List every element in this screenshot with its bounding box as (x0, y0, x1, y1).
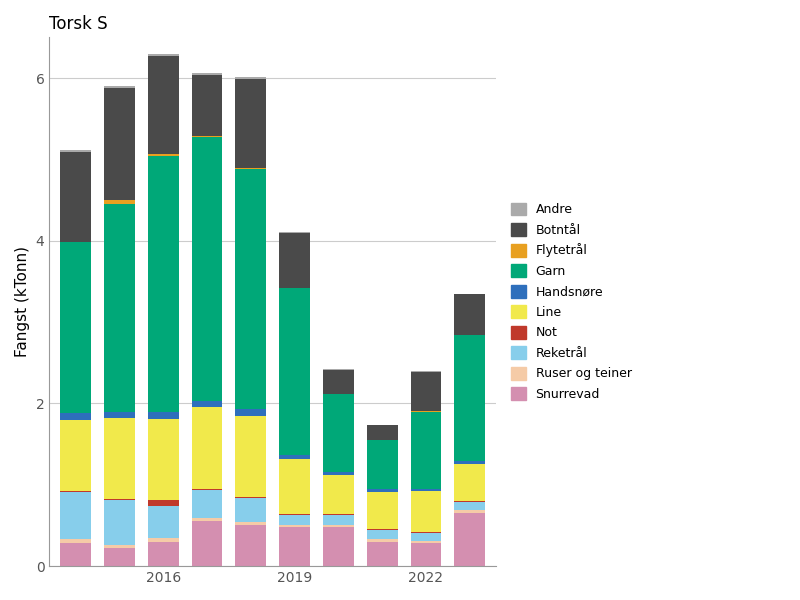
Bar (454, 501, 485, 502)
Bar (367, 539, 398, 542)
Bar (60, 420, 91, 491)
Bar (367, 425, 398, 440)
Bar (192, 521, 222, 566)
Bar (323, 472, 354, 475)
Bar (104, 412, 134, 418)
Bar (410, 541, 442, 544)
Bar (367, 440, 398, 489)
Bar (60, 491, 91, 492)
Bar (235, 522, 266, 526)
Bar (410, 411, 442, 412)
Bar (410, 533, 442, 541)
Bar (235, 77, 266, 79)
Bar (104, 200, 134, 204)
Bar (454, 293, 485, 295)
Bar (104, 204, 134, 412)
Bar (235, 497, 266, 498)
Bar (192, 490, 222, 518)
Bar (235, 526, 266, 566)
Bar (323, 515, 354, 524)
Bar (235, 409, 266, 416)
Bar (367, 530, 398, 539)
Bar (192, 407, 222, 489)
Bar (192, 518, 222, 521)
Legend: Andre, Botntål, Flytetrål, Garn, Handsnøre, Line, Not, Reketrål, Ruser og teiner: Andre, Botntål, Flytetrål, Garn, Handsnø… (506, 199, 635, 405)
Bar (192, 489, 222, 490)
Bar (367, 492, 398, 529)
Bar (279, 514, 310, 515)
Bar (104, 499, 134, 500)
Bar (104, 88, 134, 200)
Bar (235, 416, 266, 497)
Bar (192, 73, 222, 75)
Bar (104, 500, 134, 545)
Bar (148, 538, 178, 542)
Bar (60, 152, 91, 242)
Bar (279, 455, 310, 459)
Bar (148, 419, 178, 500)
Bar (323, 369, 354, 370)
Bar (410, 371, 442, 372)
Bar (148, 55, 178, 56)
Bar (104, 418, 134, 499)
Bar (192, 75, 222, 136)
Bar (367, 489, 398, 492)
Bar (323, 527, 354, 566)
Bar (148, 156, 178, 412)
Bar (410, 489, 442, 491)
Bar (279, 459, 310, 514)
Bar (148, 154, 178, 156)
Bar (454, 513, 485, 566)
Bar (279, 527, 310, 566)
Bar (454, 464, 485, 501)
Bar (192, 136, 222, 137)
Bar (192, 137, 222, 401)
Bar (192, 401, 222, 407)
Bar (323, 524, 354, 527)
Bar (367, 529, 398, 530)
Bar (410, 491, 442, 532)
Bar (279, 288, 310, 455)
Bar (454, 510, 485, 513)
Bar (454, 461, 485, 464)
Bar (279, 233, 310, 288)
Bar (235, 79, 266, 169)
Bar (104, 86, 134, 88)
Bar (279, 515, 310, 524)
Bar (367, 542, 398, 566)
Bar (323, 475, 354, 514)
Y-axis label: Fangst (kTonn): Fangst (kTonn) (15, 246, 30, 357)
Bar (148, 56, 178, 154)
Bar (104, 545, 134, 548)
Bar (410, 412, 442, 489)
Bar (148, 542, 178, 566)
Bar (60, 151, 91, 152)
Bar (410, 544, 442, 566)
Bar (60, 492, 91, 539)
Bar (148, 500, 178, 506)
Bar (454, 335, 485, 461)
Bar (60, 242, 91, 413)
Bar (60, 413, 91, 420)
Bar (323, 370, 354, 394)
Bar (104, 548, 134, 566)
Bar (454, 502, 485, 510)
Bar (323, 514, 354, 515)
Bar (454, 295, 485, 335)
Bar (235, 169, 266, 409)
Bar (60, 539, 91, 544)
Bar (410, 532, 442, 533)
Bar (279, 232, 310, 233)
Bar (148, 412, 178, 419)
Bar (60, 544, 91, 566)
Text: Torsk S: Torsk S (50, 15, 108, 33)
Bar (235, 498, 266, 522)
Bar (323, 394, 354, 472)
Bar (148, 506, 178, 538)
Bar (279, 524, 310, 527)
Bar (410, 372, 442, 411)
